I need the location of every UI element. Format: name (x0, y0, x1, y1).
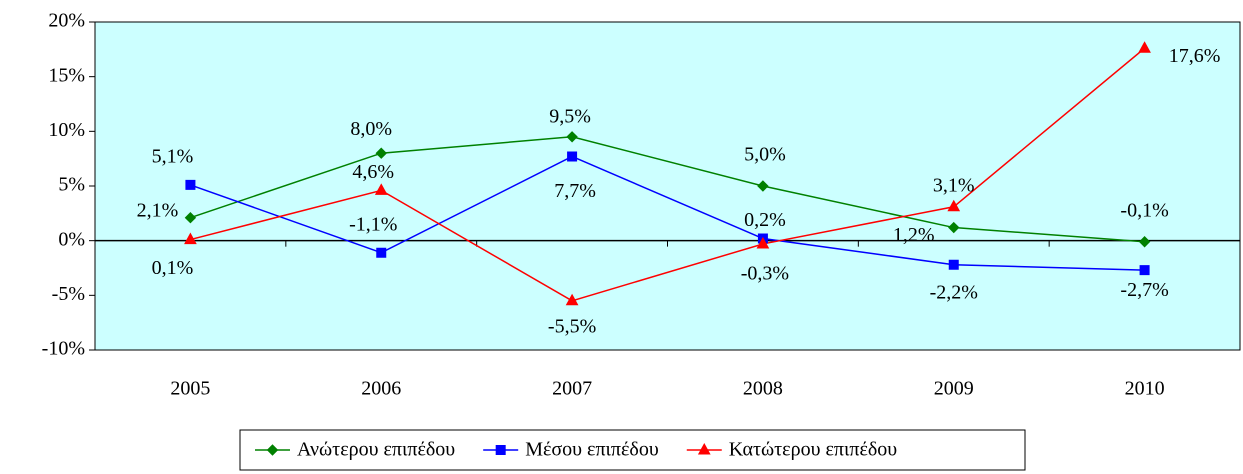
data-label: -2,7% (1120, 279, 1168, 301)
plot-area (94, 21, 1241, 351)
x-tick-label: 2010 (1125, 378, 1165, 400)
data-label: -1,1% (349, 213, 397, 235)
data-point (567, 151, 578, 162)
data-label: 4,6% (352, 161, 394, 183)
legend-marker (697, 442, 711, 455)
data-point (566, 131, 578, 143)
data-label: 0,1% (152, 257, 194, 279)
data-point (948, 221, 960, 234)
y-tick-label: 5% (58, 174, 85, 196)
data-point (184, 211, 197, 224)
data-label: 7,7% (554, 180, 596, 202)
data-point (1138, 41, 1151, 53)
data-label: 9,5% (549, 105, 591, 127)
data-point (185, 179, 196, 190)
x-tick-label: 2008 (743, 378, 783, 400)
legend-marker (495, 445, 506, 455)
legend-label: Μέσου επιπέδου (525, 439, 659, 461)
data-label: 5,1% (152, 146, 194, 168)
x-tick-label: 2007 (552, 378, 592, 400)
data-point (1138, 236, 1151, 248)
data-point (947, 199, 961, 212)
data-point (375, 147, 387, 159)
data-point (376, 247, 387, 258)
y-tick-label: 10% (48, 119, 85, 141)
data-label: 2,1% (137, 199, 179, 221)
data-label: -2,2% (930, 281, 978, 303)
series-line (190, 155, 1145, 271)
legend-label: Ανώτερου επιπέδου (297, 439, 455, 461)
legend-marker (266, 444, 279, 456)
series-line (190, 136, 1145, 243)
data-label: 3,1% (933, 174, 975, 196)
data-label: 1,2% (893, 224, 935, 246)
x-tick-label: 2005 (170, 378, 210, 400)
data-point (565, 293, 579, 306)
data-label: -0,1% (1120, 199, 1168, 221)
x-tick-label: 2006 (361, 378, 401, 400)
series-line (190, 47, 1146, 302)
data-point (1139, 265, 1150, 276)
data-point (948, 259, 959, 270)
data-label: 5,0% (744, 144, 786, 166)
y-tick-label: 0% (58, 228, 85, 250)
data-point (757, 180, 769, 192)
data-label: 0,2% (744, 209, 786, 231)
data-label: -5,5% (548, 315, 596, 337)
data-point (756, 236, 770, 249)
legend-label: Κατώτερου επιπέδου (729, 439, 897, 461)
y-tick-label: 15% (48, 64, 85, 86)
x-tick-label: 2009 (934, 378, 974, 400)
data-point (374, 183, 388, 195)
data-label: 17,6% (1169, 45, 1221, 67)
data-label: -0,3% (741, 263, 789, 285)
legend (239, 429, 1026, 471)
data-point (184, 232, 197, 245)
y-tick-label: 20% (48, 10, 85, 32)
data-label: 8,0% (350, 118, 392, 140)
y-tick-label: -10% (42, 338, 85, 360)
y-tick-label: -5% (52, 283, 85, 305)
